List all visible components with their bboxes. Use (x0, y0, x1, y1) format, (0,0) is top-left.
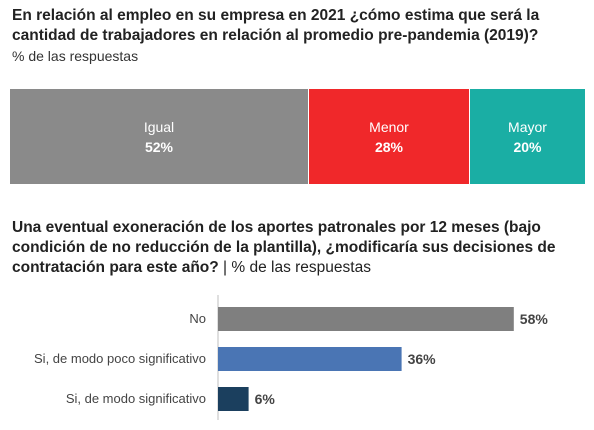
segment-value: 52% (144, 138, 174, 155)
stacked-segment-mayor: Mayor 20% (470, 89, 585, 184)
chart2-title: Una eventual exoneración de los aportes … (12, 218, 584, 278)
segment-label: Menor (369, 118, 409, 135)
stacked-bar-chart: Igual 52% Menor 28% Mayor 20% (10, 89, 585, 184)
value-label: 36% (408, 351, 437, 367)
segment-label: Igual (143, 118, 175, 135)
chart1-title: En relación al empleo en su empresa en 2… (12, 7, 540, 44)
category-label: No (189, 311, 206, 326)
bar-2 (218, 387, 249, 411)
segment-value: 28% (374, 138, 404, 155)
category-label: Si, de modo poco significativo (34, 351, 206, 366)
segment-value: 20% (513, 138, 542, 155)
horizontal-bar-chart: No 58% Si, de modo poco significativo 36% Si… (34, 295, 549, 420)
stacked-segment-menor: Menor 28% (309, 89, 470, 184)
category-label: Si, de modo significativo (66, 391, 206, 406)
value-label: 58% (520, 311, 549, 327)
bar-0 (218, 307, 514, 331)
value-label: 6% (255, 391, 276, 407)
chart1-subtitle: % de las respuestas (12, 48, 139, 64)
chart2-title-suffix: | % de las respuestas (218, 259, 371, 276)
bar-1 (218, 347, 402, 371)
segment-label: Mayor (508, 118, 547, 135)
chart2-title-main: Una eventual exoneración de los aportes … (12, 219, 556, 276)
stacked-segment-igual: Igual 52% (10, 89, 309, 184)
